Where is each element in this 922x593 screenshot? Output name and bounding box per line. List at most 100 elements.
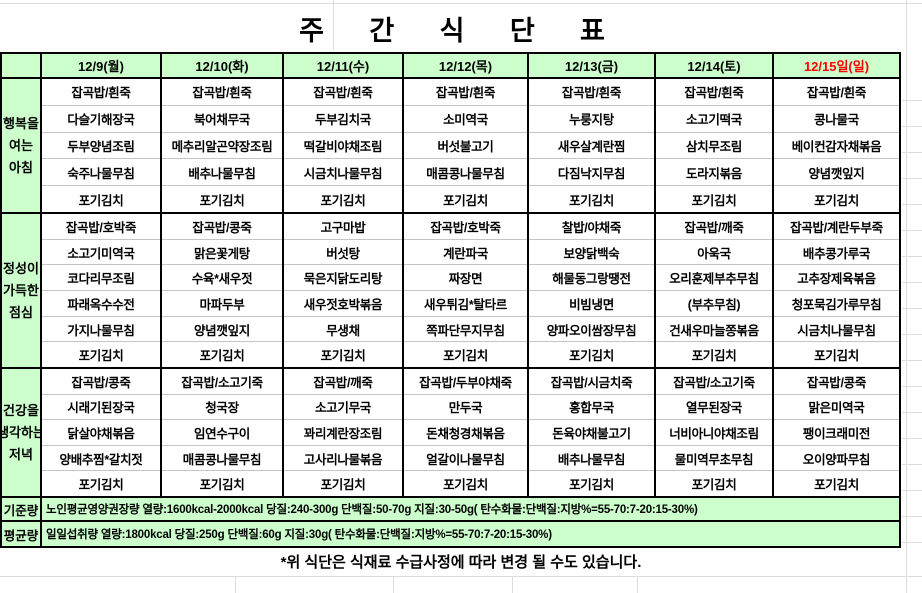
menu-item: 매콤콩나물무침 xyxy=(404,158,527,185)
nutrition-summary: 기준량 노인평균영양권장량 열량:1600kcal-2000kcal 당질:240… xyxy=(2,498,899,546)
menu-item: 오리훈제부추무침 xyxy=(656,264,772,290)
menu-item: 양파오이쌈장무침 xyxy=(529,315,654,342)
menu-item: 누룽지탕 xyxy=(529,104,654,132)
meal-section-label-line: 저녁 xyxy=(9,447,33,462)
meal-section-label-line: 가득한 xyxy=(3,283,39,298)
menu-item: 꽈리계란장조림 xyxy=(284,419,402,445)
menu-item: 잡곡밥/콩죽 xyxy=(192,220,252,235)
menu-item: 숙주나물무침 xyxy=(42,158,160,185)
excel-gridline xyxy=(512,576,513,593)
menu-item: 임연수구이 xyxy=(162,419,282,445)
menu-item: 아욱국 xyxy=(656,238,772,265)
meal-section-3: 건강을 생각하는 저녁 잡곡밥/콩죽 시래기된장국 닭살야채볶음 양배추찜*갈치젓 포기김치 잡… xyxy=(2,369,899,498)
menu-item: 잡곡밥/호박죽 xyxy=(65,220,137,235)
menu-item: 잡곡밥/깨죽 xyxy=(684,220,744,235)
excel-gridline xyxy=(393,576,394,593)
summary-row-text: 일일섭취량 열량:1800kcal 당질:250g 단백질:60g 지질:30g… xyxy=(40,522,899,546)
menu-item: 포기김치 xyxy=(529,341,654,367)
day-header-5: 12/13(금) xyxy=(527,54,654,77)
day-header-2: 12/10(화) xyxy=(160,54,282,77)
menu-item: 수육*새우젓 xyxy=(162,264,282,290)
menu-item: 포기김치 xyxy=(42,341,160,367)
summary-row-2: 평균량 일일섭취량 열량:1800kcal 당질:250g 단백질:60g 지질:… xyxy=(2,522,899,546)
menu-item: 포기김치 xyxy=(656,470,772,496)
excel-gridline xyxy=(0,576,922,577)
menu-day-column-1: 잡곡밥/흰죽 다슬기해장국 두부양념조림 숙주나물무침 포기김치 xyxy=(40,79,160,212)
day-header-1: 12/9(월) xyxy=(40,54,160,77)
menu-item: 포기김치 xyxy=(284,185,402,212)
meal-section-label-line: 생각하는 xyxy=(2,425,40,440)
menu-item: 양배추찜*갈치젓 xyxy=(42,444,160,471)
menu-day-column-2: 잡곡밥/흰죽 북어채무국 메추리알곤약장조림 배추나물무침 포기김치 xyxy=(160,79,282,212)
menu-item: 홍합무국 xyxy=(529,393,654,420)
corner-cell xyxy=(2,54,40,77)
menu-item: 새우젓호박볶음 xyxy=(284,290,402,316)
menu-day-column-6: 잡곡밥/깨죽 아욱국 오리훈제부추무침 (부추무침) 건새우마늘쫑볶음 포기김치 xyxy=(654,214,772,367)
meal-section-label-line: 점심 xyxy=(9,305,33,320)
menu-item: 도라지볶음 xyxy=(656,158,772,185)
menu-item: 양념깻잎지 xyxy=(774,158,899,185)
menu-item: 잡곡밥/소고기죽 xyxy=(673,375,755,390)
menu-item: 포기김치 xyxy=(42,185,160,212)
menu-item: (부추무침) xyxy=(656,290,772,316)
excel-gridline xyxy=(333,0,334,50)
menu-item: 포기김치 xyxy=(42,470,160,496)
menu-day-column-3: 고구마밥 버섯탕 묵은지닭도리탕 새우젓호박볶음 무생채 포기김치 xyxy=(282,214,402,367)
menu-item: 해물동그랑땡전 xyxy=(529,264,654,290)
menu-item: 보양닭백숙 xyxy=(529,238,654,265)
menu-item: 팽이크래미전 xyxy=(774,419,899,445)
menu-item: 소고기떡국 xyxy=(656,104,772,132)
menu-item: 양념깻잎지 xyxy=(162,315,282,342)
menu-day-column-6: 잡곡밥/흰죽 소고기떡국 삼치무조림 도라지볶음 포기김치 xyxy=(654,79,772,212)
day-header-6: 12/14(토) xyxy=(654,54,772,77)
menu-item: 포기김치 xyxy=(162,185,282,212)
menu-item: 얼갈이나물무침 xyxy=(404,444,527,471)
menu-day-column-1: 잡곡밥/콩죽 시래기된장국 닭살야채볶음 양배추찜*갈치젓 포기김치 xyxy=(40,369,160,496)
menu-item: 잡곡밥/흰죽 xyxy=(192,86,252,101)
weekly-menu-table: 12/9(월) 12/10(화) 12/11(수) 12/12(목) 12/13(금) 1… xyxy=(0,52,901,548)
menu-day-column-7: 잡곡밥/콩죽 맑은미역국 팽이크래미전 오이양파무침 포기김치 xyxy=(772,369,899,496)
menu-item: 소고기무국 xyxy=(284,393,402,420)
menu-day-column-2: 잡곡밥/콩죽 맑은꽃게탕 수육*새우젓 마파두부 양념깻잎지 포기김치 xyxy=(160,214,282,367)
menu-item: 만두국 xyxy=(404,393,527,420)
menu-item: 마파두부 xyxy=(162,290,282,316)
menu-item: 포기김치 xyxy=(162,341,282,367)
menu-item: 찰밥/야채죽 xyxy=(561,220,622,235)
menu-item: 잡곡밥/콩죽 xyxy=(71,375,131,390)
meal-section-label-line: 정성이 xyxy=(3,261,39,276)
excel-gridline xyxy=(637,576,638,593)
menu-day-column-4: 잡곡밥/흰죽 소미역국 버섯불고기 매콤콩나물무침 포기김치 xyxy=(402,79,527,212)
menu-item: 청포묵김가루무침 xyxy=(774,290,899,316)
meal-sections: 행복을 여는 아침 잡곡밥/흰죽 다슬기해장국 두부양념조림 숙주나물무침 포기김치 잡곡밥/흰… xyxy=(2,79,899,498)
menu-day-column-4: 잡곡밥/두부야채죽 만두국 돈채청경채볶음 얼갈이나물무침 포기김치 xyxy=(402,369,527,496)
menu-day-column-6: 잡곡밥/소고기죽 열무된장국 너비아니야채조림 물미역무초무침 포기김치 xyxy=(654,369,772,496)
menu-item: 새우튀김*탈타르 xyxy=(404,290,527,316)
menu-item: 포기김치 xyxy=(284,470,402,496)
menu-item: 열무된장국 xyxy=(656,393,772,420)
excel-gridline xyxy=(235,576,236,593)
menu-item: 포기김치 xyxy=(774,341,899,367)
menu-item: 고추장제육볶음 xyxy=(774,264,899,290)
meal-section-label-line: 건강을 xyxy=(3,403,39,418)
date-header-row: 12/9(월) 12/10(화) 12/11(수) 12/12(목) 12/13(금) 1… xyxy=(2,54,899,79)
menu-day-column-5: 찰밥/야채죽 보양닭백숙 해물동그랑땡전 비빔냉면 양파오이쌈장무침 포기김치 xyxy=(527,214,654,367)
menu-item: 삼치무조림 xyxy=(656,131,772,159)
menu-item: 매콤콩나물무침 xyxy=(162,444,282,471)
meal-section-label-line: 행복을 xyxy=(3,116,39,131)
menu-item: 포기김치 xyxy=(404,185,527,212)
menu-item: 코다리무조림 xyxy=(42,264,160,290)
day-header-7: 12/15일(일) xyxy=(772,54,899,77)
menu-item: 닭살야채볶음 xyxy=(42,419,160,445)
summary-row-label: 기준량 xyxy=(3,503,39,518)
menu-item: 북어채무국 xyxy=(162,104,282,132)
menu-item: 배추나물무침 xyxy=(162,158,282,185)
menu-item: 두부김치국 xyxy=(284,104,402,132)
menu-item: 잡곡밥/흰죽 xyxy=(561,86,622,101)
menu-item: 새우살계란찜 xyxy=(529,131,654,159)
menu-item: 포기김치 xyxy=(284,341,402,367)
menu-item: 다짐낙지무침 xyxy=(529,158,654,185)
footnote: *위 식단은 식재료 수급사정에 따라 변경 될 수도 있습니다. xyxy=(280,554,642,571)
menu-item: 잡곡밥/호박죽 xyxy=(430,220,501,235)
menu-item: 포기김치 xyxy=(529,185,654,212)
